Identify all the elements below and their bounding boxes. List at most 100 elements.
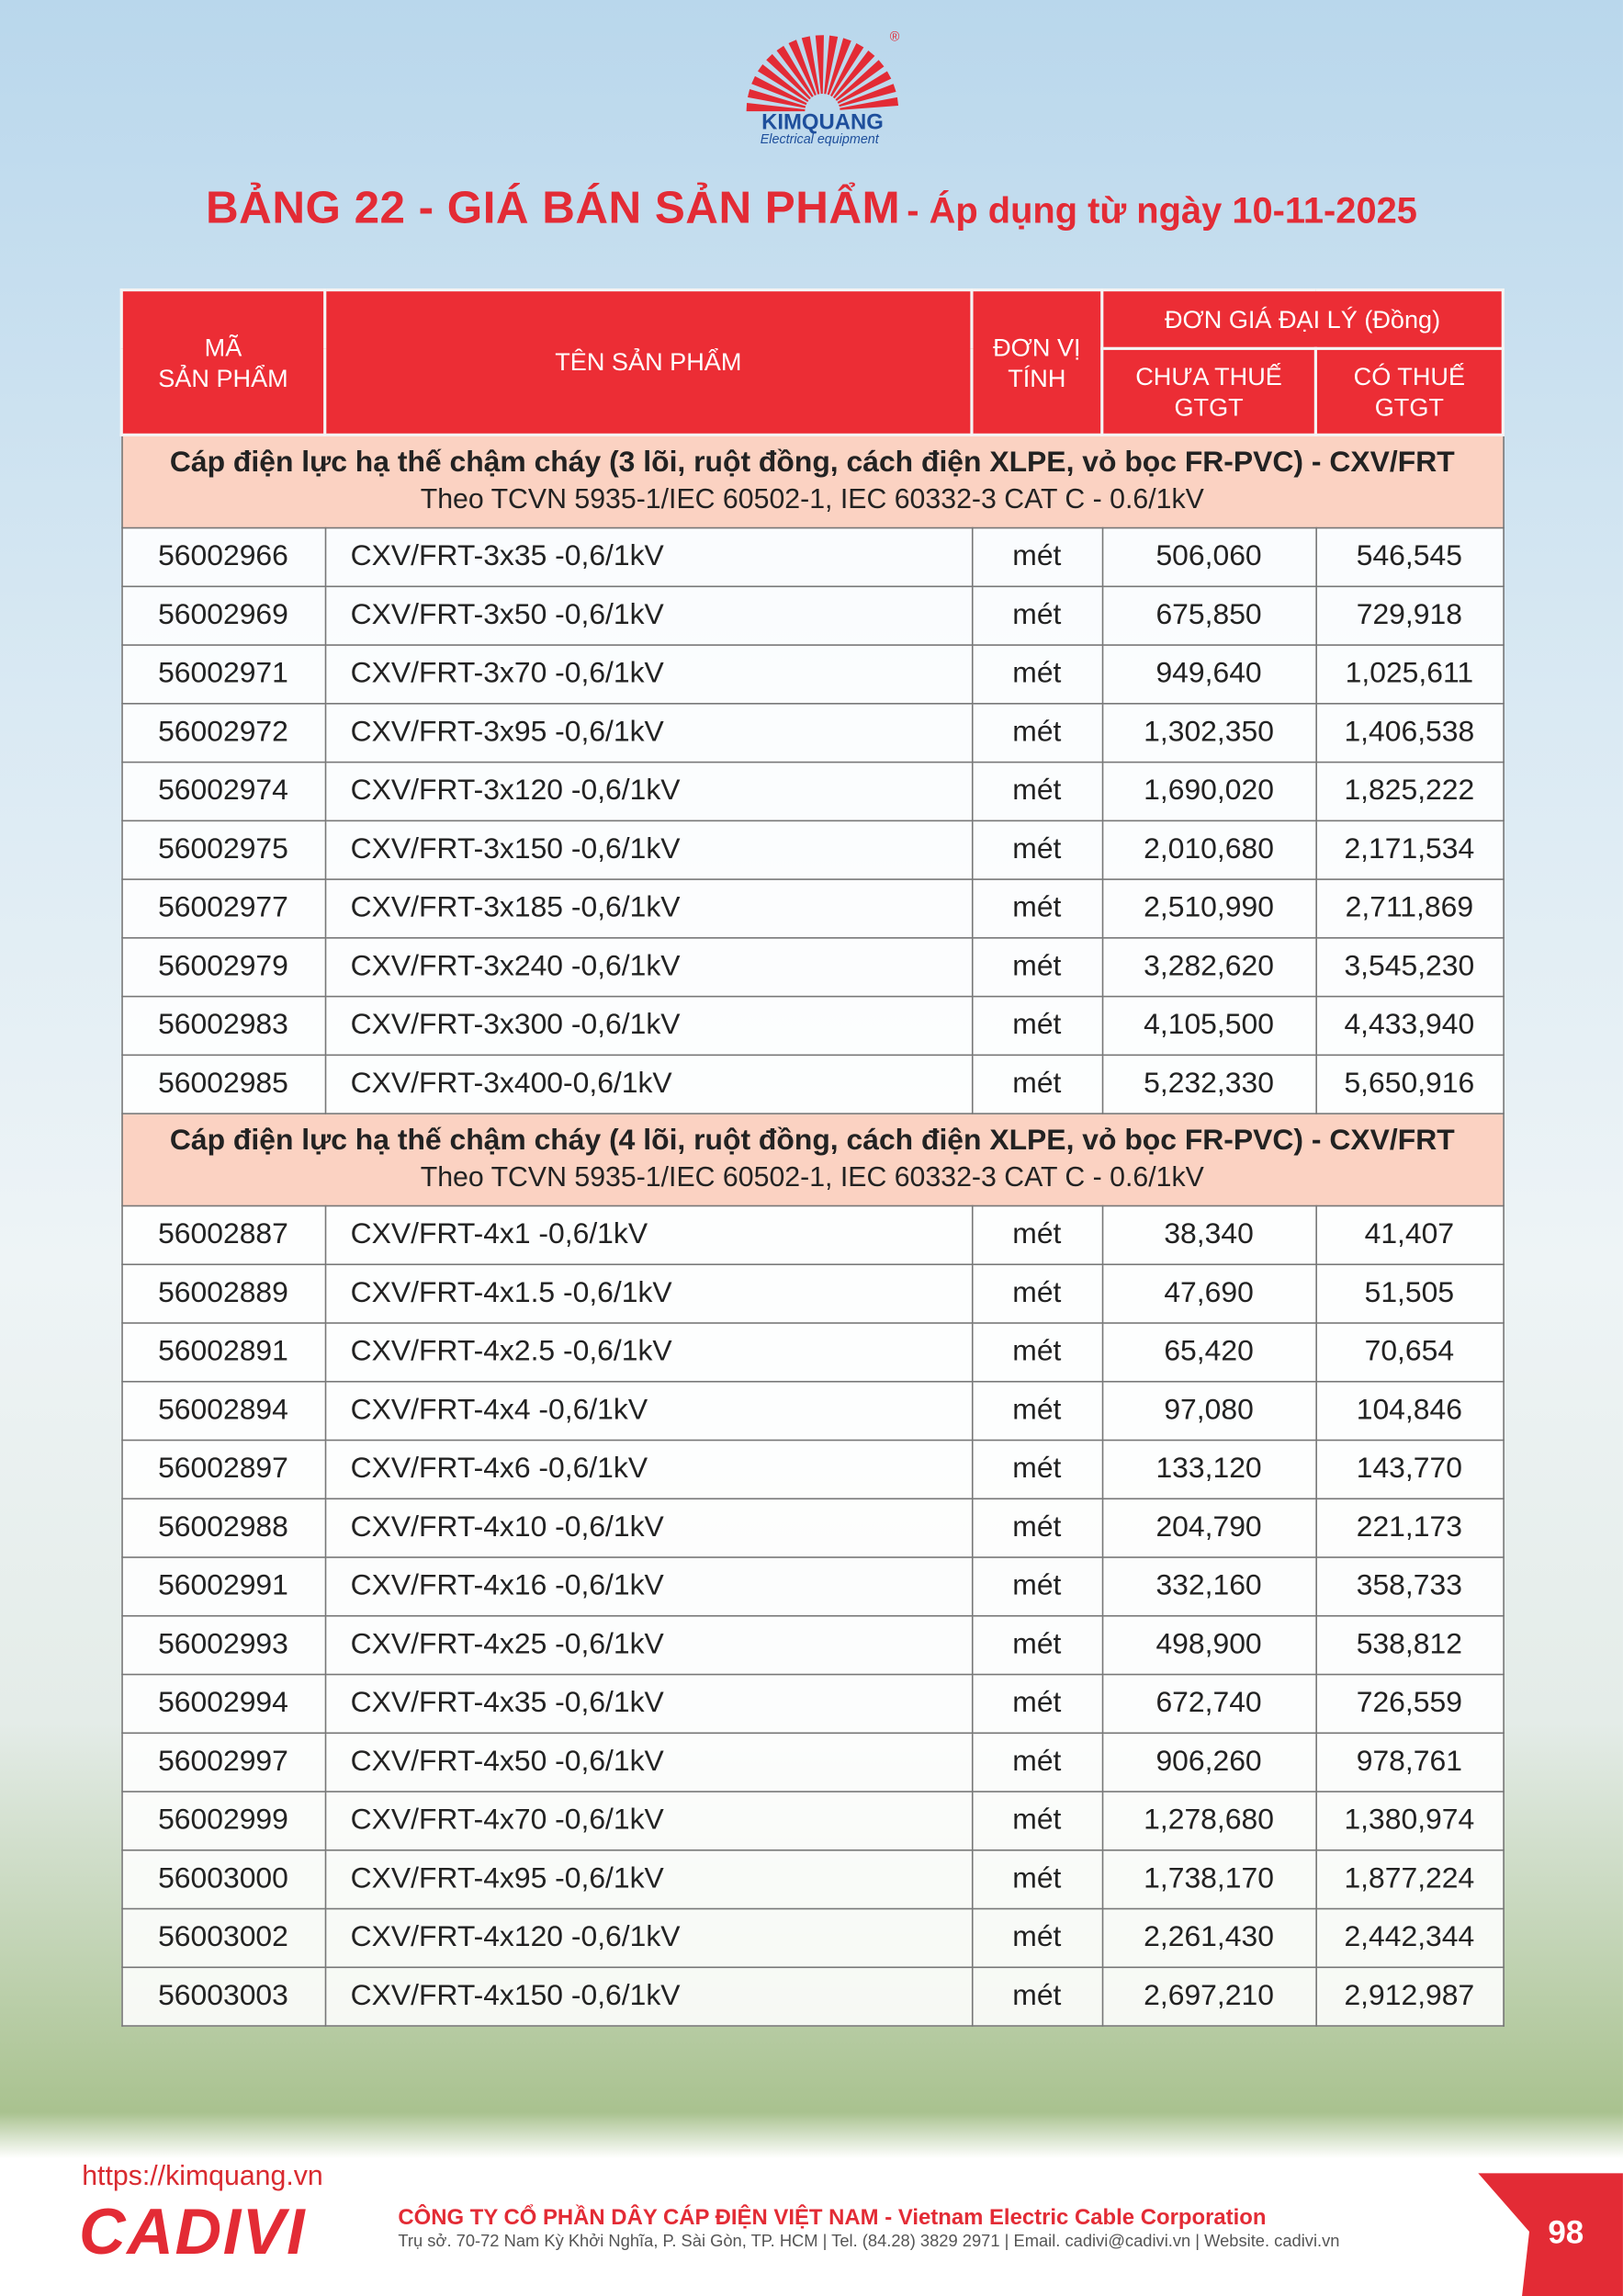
price-net: 675,850 — [1100, 585, 1317, 646]
logo-tagline: Electrical equipment — [761, 132, 880, 147]
col-unit: ĐƠN VỊ TÍNH — [970, 288, 1104, 436]
unit: mét — [971, 1322, 1103, 1383]
product-code: 56002897 — [120, 1439, 326, 1500]
product-row: 56002985 CXV/FRT-3x400-0,6/1kV mét 5,232,33… — [120, 1054, 1505, 1114]
product-row: 56002889 CXV/FRT-4x1.5 -0,6/1kV mét 47,690 5… — [120, 1263, 1505, 1324]
product-code: 56002999 — [120, 1791, 326, 1851]
product-code: 56002887 — [120, 1205, 326, 1266]
unit: mét — [971, 995, 1103, 1057]
price-vat: 41,407 — [1314, 1205, 1505, 1266]
product-name: CXV/FRT-4x10 -0,6/1kV — [323, 1498, 973, 1558]
price-net: 2,697,210 — [1100, 1966, 1317, 2027]
product-row: 56002894 CXV/FRT-4x4 -0,6/1kV mét 97,080 104… — [120, 1380, 1505, 1442]
price-vat: 221,173 — [1314, 1498, 1505, 1558]
product-name: CXV/FRT-4x25 -0,6/1kV — [323, 1614, 973, 1676]
product-row: 56002966 CXV/FRT-3x35 -0,6/1kV mét 506,060 5… — [120, 526, 1505, 588]
product-code: 56002988 — [120, 1498, 326, 1558]
header-line: ĐƠN VỊ — [993, 333, 1081, 361]
price-vat: 5,650,916 — [1314, 1054, 1505, 1114]
footer-url: https://kimquang.vn — [82, 2161, 323, 2192]
page-box — [1478, 2173, 1623, 2296]
product-row: 56002993 CXV/FRT-4x25 -0,6/1kV mét 498,900 5… — [120, 1614, 1505, 1676]
unit: mét — [971, 1673, 1103, 1735]
table-body: Cáp điện lực hạ thế chậm cháy (3 lõi, ru… — [120, 434, 1505, 2027]
title-main: BẢNG 22 - GIÁ BÁN SẢN PHẨM — [206, 181, 901, 233]
product-code: 56002979 — [120, 937, 326, 998]
product-code: 56002966 — [120, 526, 326, 588]
product-name: CXV/FRT-4x2.5 -0,6/1kV — [323, 1322, 973, 1383]
section-row: Cáp điện lực hạ thế chậm cháy (4 lõi, ru… — [120, 1113, 1505, 1207]
price-vat: 978,761 — [1314, 1732, 1505, 1793]
price-net: 1,278,680 — [1100, 1791, 1317, 1851]
product-name: CXV/FRT-3x185 -0,6/1kV — [323, 878, 973, 939]
product-row: 56003002 CXV/FRT-4x120 -0,6/1kV mét 2,261,4… — [120, 1907, 1505, 1969]
col-price-group: ĐƠN GIÁ ĐẠI LÝ (Đồng) — [1100, 288, 1505, 350]
section-title: Cáp điện lực hạ thế chậm cháy (4 lõi, ru… — [169, 1125, 1455, 1158]
logo-ray — [827, 38, 851, 96]
title-sub: - Áp dụng từ ngày 10-11-2025 — [907, 190, 1417, 232]
product-name: CXV/FRT-3x50 -0,6/1kV — [323, 585, 973, 646]
unit: mét — [971, 1614, 1103, 1676]
logo-ray — [747, 88, 806, 108]
unit: mét — [971, 878, 1103, 939]
price-vat: 546,545 — [1314, 526, 1505, 588]
col-price-net: CHƯA THUẾ GTGT — [1100, 346, 1317, 436]
footer — [0, 2158, 1623, 2296]
unit: mét — [971, 937, 1103, 998]
product-row: 56002991 CXV/FRT-4x16 -0,6/1kV mét 332,160 3… — [120, 1556, 1505, 1617]
logo-rays — [746, 35, 899, 112]
logo-ray — [751, 75, 807, 106]
logo-ray — [829, 42, 864, 97]
price-net: 5,232,330 — [1100, 1054, 1317, 1114]
product-code: 56002889 — [120, 1263, 326, 1324]
price-net: 498,900 — [1100, 1614, 1317, 1676]
price-vat: 3,545,230 — [1314, 937, 1505, 998]
product-name: CXV/FRT-4x6 -0,6/1kV — [323, 1439, 973, 1500]
product-code: 56002977 — [120, 878, 326, 939]
header-line: CÓ THUẾ — [1353, 362, 1466, 390]
product-row: 56002974 CXV/FRT-3x120 -0,6/1kV mét 1,690,0… — [120, 761, 1505, 822]
logo-ray — [788, 40, 817, 96]
unit: mét — [971, 1907, 1103, 1969]
product-code: 56002969 — [120, 585, 326, 646]
product-code: 56002993 — [120, 1614, 326, 1676]
col-code: MÃ SẢN PHẨM — [119, 288, 327, 436]
product-name: CXV/FRT-4x70 -0,6/1kV — [323, 1791, 973, 1851]
product-row: 56002971 CXV/FRT-3x70 -0,6/1kV mét 949,640 1… — [120, 644, 1505, 705]
header-line: GTGT — [1174, 392, 1244, 422]
product-row: 56002887 CXV/FRT-4x1 -0,6/1kV mét 38,340 41,… — [120, 1205, 1505, 1266]
product-name: CXV/FRT-4x16 -0,6/1kV — [323, 1556, 973, 1617]
product-name: CXV/FRT-3x400-0,6/1kV — [323, 1054, 973, 1114]
price-net: 97,080 — [1100, 1380, 1317, 1442]
price-net: 1,738,170 — [1100, 1849, 1317, 1910]
unit: mét — [971, 1263, 1103, 1324]
logo-ray — [766, 53, 811, 100]
product-code: 56003003 — [120, 1966, 326, 2027]
registered-mark: ® — [890, 30, 900, 45]
product-row: 56002983 CXV/FRT-3x300 -0,6/1kV mét 4,105,5… — [120, 995, 1505, 1057]
product-name: CXV/FRT-3x95 -0,6/1kV — [323, 703, 973, 763]
product-name: CXV/FRT-4x35 -0,6/1kV — [323, 1673, 973, 1735]
product-name: CXV/FRT-3x35 -0,6/1kV — [323, 526, 973, 588]
col-name: TÊN SẢN PHẨM — [323, 288, 974, 436]
unit: mét — [971, 1849, 1103, 1910]
section-header: Cáp điện lực hạ thế chậm cháy (4 lõi, ru… — [120, 1113, 1505, 1207]
unit: mét — [971, 644, 1103, 705]
price-net: 2,261,430 — [1100, 1907, 1317, 1969]
product-code: 56002894 — [120, 1380, 326, 1442]
product-row: 56002999 CXV/FRT-4x70 -0,6/1kV mét 1,278,68… — [120, 1791, 1505, 1851]
unit: mét — [971, 1380, 1103, 1442]
price-net: 65,420 — [1100, 1322, 1317, 1383]
price-vat: 51,505 — [1314, 1263, 1505, 1324]
product-name: CXV/FRT-4x1 -0,6/1kV — [323, 1205, 973, 1266]
unit: mét — [971, 761, 1103, 822]
logo-ray — [757, 63, 809, 103]
price-vat: 358,733 — [1314, 1556, 1505, 1617]
product-code: 56003002 — [120, 1907, 326, 1969]
product-code: 56002991 — [120, 1556, 326, 1617]
product-name: CXV/FRT-4x150 -0,6/1kV — [323, 1966, 973, 2027]
price-net: 1,690,020 — [1100, 761, 1317, 822]
product-row: 56002979 CXV/FRT-3x240 -0,6/1kV mét 3,282,6… — [120, 937, 1505, 998]
